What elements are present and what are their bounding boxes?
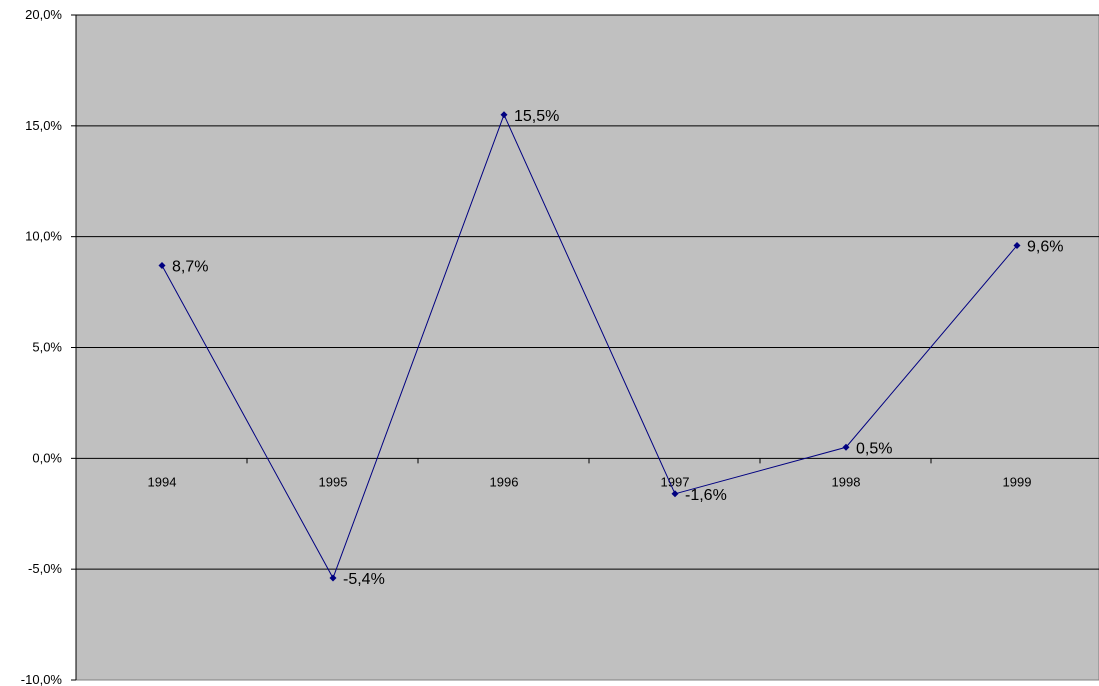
y-axis: -10,0% -5,0% 0,0% 5,0% 10,0% 15,0% 20,0% (21, 7, 77, 686)
data-point (329, 574, 337, 582)
data-point (158, 261, 166, 269)
data-label: 0,5% (856, 440, 892, 457)
y-tick-label: 20,0% (25, 7, 62, 22)
y-tick-label: -10,0% (21, 672, 63, 686)
data-label: -1,6% (685, 487, 727, 504)
data-point (500, 111, 508, 119)
y-tick-label: 15,0% (25, 118, 62, 133)
x-tick-label: 1996 (490, 474, 519, 489)
x-tick-label: 1995 (319, 474, 348, 489)
y-tick-label: -5,0% (28, 561, 62, 576)
y-tick-label: 0,0% (32, 450, 62, 465)
x-tick-label: 1994 (148, 474, 177, 489)
series-layer: 8,7% -5,4% 15,5% -1,6% 0,5% 9,6% (158, 108, 1063, 588)
data-point (671, 490, 679, 498)
y-tick-label: 5,0% (32, 340, 62, 355)
data-label: 9,6% (1027, 239, 1063, 256)
series-line (161, 113, 1018, 580)
data-point (842, 443, 850, 451)
data-label: -5,4% (343, 571, 385, 588)
y-tick-label: 10,0% (25, 229, 62, 244)
x-tick-label: 1998 (832, 474, 861, 489)
data-label: 15,5% (514, 108, 559, 125)
x-tick-label: 1999 (1003, 474, 1032, 489)
data-label: 8,7% (172, 258, 208, 275)
data-point (1013, 242, 1021, 250)
